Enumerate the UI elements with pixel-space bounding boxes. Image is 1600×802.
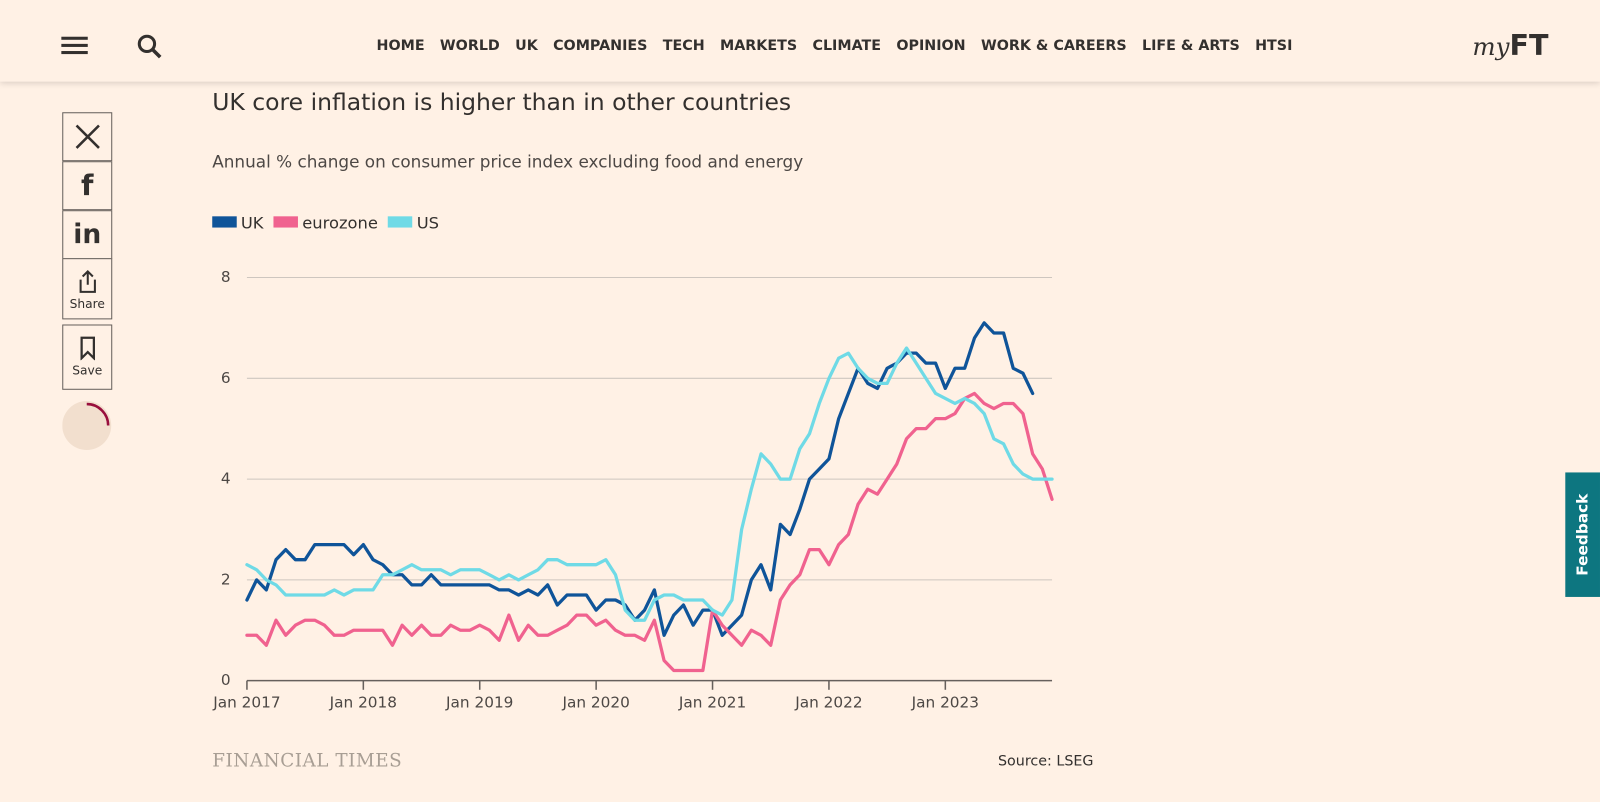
nav-item[interactable]: MARKETS — [720, 37, 798, 55]
legend-item: UK — [212, 213, 264, 233]
legend-swatch — [273, 216, 299, 228]
share-linkedin[interactable]: in — [62, 210, 113, 260]
legend-item: US — [388, 213, 440, 233]
nav-item[interactable]: LIFE & ARTS — [1141, 37, 1240, 55]
nav-item[interactable]: UK — [515, 37, 538, 55]
save-button[interactable]: Save — [62, 324, 113, 390]
series-line — [245, 391, 1054, 673]
x-tick-label: Jan 2018 — [329, 694, 397, 712]
menu-icon[interactable] — [61, 35, 89, 57]
nav-item[interactable]: TECH — [662, 37, 705, 55]
x-tick-label: Jan 2020 — [561, 694, 629, 712]
legend-label: eurozone — [302, 213, 378, 233]
legend: UK eurozone US — [212, 213, 440, 233]
y-tick-label: 0 — [221, 671, 231, 689]
search-icon[interactable] — [137, 34, 164, 61]
nav-item[interactable]: HOME — [376, 37, 425, 55]
x-tick-label: Jan 2019 — [445, 694, 513, 712]
nav: HOME WORLD UK COMPANIES TECH MARKETS CLIMATE OP… — [377, 38, 1293, 54]
share-facebook[interactable]: f — [62, 161, 113, 211]
chart-container: 0 2 4 6 8 Jan 2017 Jan 2018 Jan 2019 Jan 2020 Jan… — [212, 255, 1100, 724]
feedback-label[interactable]: Feedback — [1573, 493, 1592, 576]
nav-item[interactable]: HTSI — [1255, 37, 1293, 55]
logo-my[interactable]: my — [1472, 32, 1510, 62]
ft-brand: FINANCIAL TIMES — [212, 749, 403, 772]
chart: 0 2 4 6 8 Jan 2017 Jan 2018 Jan 2019 Jan 2020 Jan… — [212, 268, 1054, 712]
save-label[interactable]: Save — [72, 363, 103, 378]
chart-title: UK core inflation is higher than in othe… — [212, 89, 792, 117]
chart-subtitle: Annual % change on consumer price index … — [212, 152, 804, 172]
nav-item[interactable]: OPINION — [896, 37, 966, 55]
legend-swatch — [388, 216, 413, 228]
series-line — [245, 346, 1054, 622]
x-tick-label: Jan 2022 — [794, 694, 862, 712]
nav-item[interactable]: WORK & CAREERS — [980, 37, 1127, 55]
legend-item: eurozone — [273, 213, 378, 233]
share-x[interactable] — [62, 112, 113, 162]
x-tick-label: Jan 2021 — [678, 694, 746, 712]
loading-spinner — [62, 401, 112, 450]
myft-logo[interactable]: myFT — [1472, 29, 1548, 63]
feedback-tab[interactable]: Feedback — [1565, 472, 1600, 597]
x-tick-label: Jan 2023 — [911, 694, 979, 712]
share-label[interactable]: Share — [69, 296, 105, 312]
y-tick-label: 6 — [221, 369, 231, 387]
legend-label: US — [416, 213, 440, 233]
legend-swatch — [212, 216, 237, 228]
y-tick-label: 4 — [221, 470, 231, 488]
nav-item[interactable]: CLIMATE — [812, 37, 882, 55]
x-tick-label: Jan 2017 — [212, 694, 280, 712]
header: HOME WORLD UK COMPANIES TECH MARKETS CLIMATE OP… — [0, 0, 1600, 82]
source: Source: LSEG — [997, 753, 1094, 770]
y-tick-label: 2 — [221, 570, 231, 588]
nav-item[interactable]: COMPANIES — [553, 37, 648, 55]
y-tick-label: 8 — [221, 268, 231, 286]
logo-ft[interactable]: FT — [1509, 28, 1549, 63]
nav-item[interactable]: WORLD — [439, 37, 500, 55]
share-button[interactable]: Share — [62, 258, 113, 320]
legend-label: UK — [240, 213, 264, 233]
